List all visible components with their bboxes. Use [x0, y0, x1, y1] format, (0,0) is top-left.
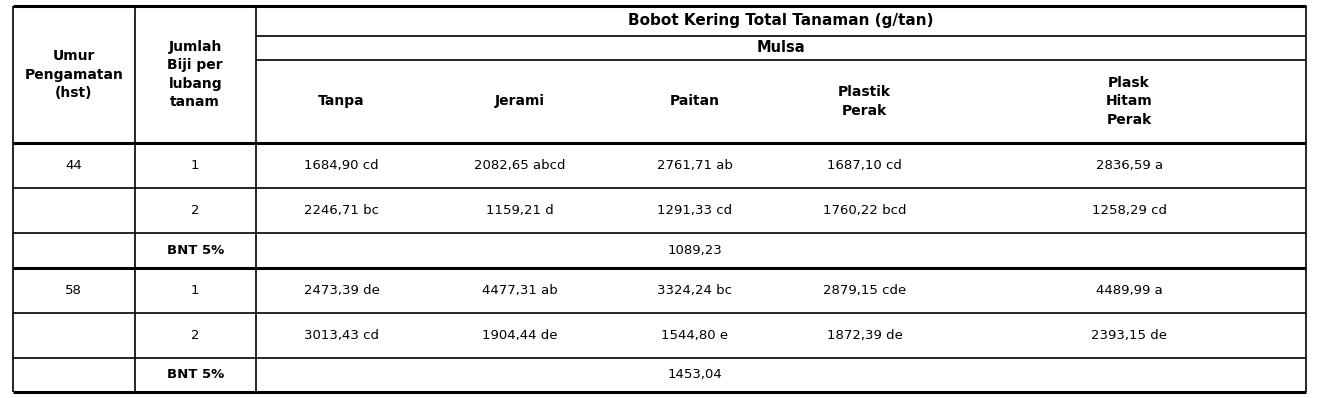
- Text: BNT 5%: BNT 5%: [166, 369, 224, 381]
- Text: 1760,22 bcd: 1760,22 bcd: [823, 204, 906, 217]
- Text: 2246,71 bc: 2246,71 bc: [305, 204, 379, 217]
- Text: Jumlah
Biji per
lubang
tanam: Jumlah Biji per lubang tanam: [168, 40, 223, 109]
- Text: 2879,15 cde: 2879,15 cde: [823, 284, 906, 297]
- Text: 1258,29 cd: 1258,29 cd: [1092, 204, 1166, 217]
- Text: 2393,15 de: 2393,15 de: [1091, 329, 1167, 342]
- Text: 3324,24 bc: 3324,24 bc: [657, 284, 732, 297]
- Text: Tanpa: Tanpa: [318, 94, 365, 108]
- Text: Paitan: Paitan: [670, 94, 719, 108]
- Text: 1904,44 de: 1904,44 de: [481, 329, 558, 342]
- Text: Jerami: Jerami: [495, 94, 545, 108]
- Text: 1687,10 cd: 1687,10 cd: [827, 159, 902, 172]
- Text: 2761,71 ab: 2761,71 ab: [657, 159, 732, 172]
- Text: 2082,65 abcd: 2082,65 abcd: [474, 159, 566, 172]
- Text: Bobot Kering Total Tanaman (g/tan): Bobot Kering Total Tanaman (g/tan): [628, 14, 934, 29]
- Text: 1089,23: 1089,23: [667, 244, 721, 257]
- Text: 4477,31 ab: 4477,31 ab: [481, 284, 558, 297]
- Text: 4489,99 a: 4489,99 a: [1096, 284, 1162, 297]
- Text: 2: 2: [191, 204, 199, 217]
- Text: 1872,39 de: 1872,39 de: [827, 329, 902, 342]
- Text: Mulsa: Mulsa: [757, 40, 805, 55]
- Text: 1: 1: [191, 284, 199, 297]
- Text: Plask
Hitam
Perak: Plask Hitam Perak: [1105, 76, 1153, 127]
- Text: 58: 58: [66, 284, 82, 297]
- Text: 1: 1: [191, 159, 199, 172]
- Text: Umur
Pengamatan
(hst): Umur Pengamatan (hst): [25, 49, 123, 100]
- Text: 44: 44: [66, 159, 82, 172]
- Text: 1291,33 cd: 1291,33 cd: [657, 204, 732, 217]
- Text: 3013,43 cd: 3013,43 cd: [305, 329, 379, 342]
- Text: 2: 2: [191, 329, 199, 342]
- Text: BNT 5%: BNT 5%: [166, 244, 224, 257]
- Text: Plastik
Perak: Plastik Perak: [838, 85, 892, 118]
- Text: 1453,04: 1453,04: [667, 369, 721, 381]
- Text: 1159,21 d: 1159,21 d: [485, 204, 554, 217]
- Text: 2836,59 a: 2836,59 a: [1096, 159, 1162, 172]
- Text: 1684,90 cd: 1684,90 cd: [305, 159, 379, 172]
- Text: 1544,80 e: 1544,80 e: [661, 329, 728, 342]
- Text: 2473,39 de: 2473,39 de: [303, 284, 380, 297]
